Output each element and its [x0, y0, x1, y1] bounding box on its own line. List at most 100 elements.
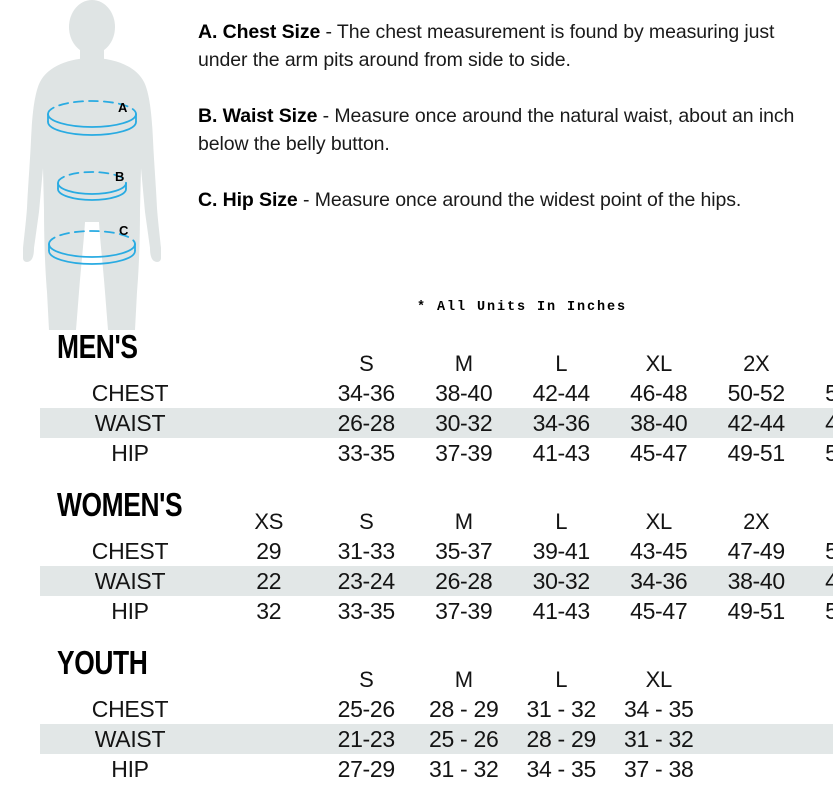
table-row: HIP 32 33-35 37-39 41-43 45-47 49-51 53-… [40, 596, 833, 626]
youth-section-title: YOUTH [57, 644, 148, 681]
units-note: * All Units In Inches [417, 300, 628, 315]
instruction-waist-separator: - [317, 105, 335, 127]
measurement-instructions: A. Chest Size - The chest measurement is… [198, 18, 823, 214]
mens-hip-2x: 49-51 [727, 440, 786, 466]
mens-chest-xs [220, 378, 318, 408]
mens-hip-s: 33-35 [337, 440, 396, 466]
instruction-hip: C. Hip Size - Measure once around the wi… [198, 186, 823, 214]
womens-chest-2x: 47-49 [727, 538, 786, 564]
youth-waist-blank [220, 724, 318, 754]
mens-row-label-waist: WAIST [94, 410, 166, 436]
womens-hip-s: 33-35 [337, 598, 396, 624]
youth-header-corner [40, 666, 220, 694]
womens-waist-s: 23-24 [337, 568, 396, 594]
body-measurement-figure: A B C [0, 0, 190, 330]
womens-header-m: M [454, 509, 473, 534]
womens-header-corner [40, 508, 220, 536]
youth-hip-s: 27-29 [337, 756, 396, 782]
table-row: WAIST 26-28 30-32 34-36 38-40 42-44 46-4… [40, 408, 833, 438]
womens-chest-3x: 51-53 [825, 538, 833, 564]
waist-measure-ellipse [57, 171, 127, 201]
youth-row-label-hip: HIP [111, 756, 149, 782]
womens-size-table: XS S M L XL 2X 3X CHEST 29 31-33 35-37 3… [40, 508, 833, 626]
youth-waist-l: 28 - 29 [526, 726, 596, 752]
mens-waist-xs [220, 408, 318, 438]
youth-header-l: L [555, 667, 568, 692]
mens-hip-3x: 53-55 [825, 440, 833, 466]
mens-chest-xl: 46-48 [630, 380, 688, 406]
youth-waist-s: 21-23 [337, 726, 396, 752]
youth-chest-blank [220, 694, 318, 724]
instruction-chest-separator: - [320, 21, 337, 43]
mens-chest-3x: 54-56 [825, 380, 833, 406]
youth-hip-l: 34 - 35 [526, 756, 596, 782]
womens-header-row: XS S M L XL 2X 3X [40, 508, 833, 536]
womens-waist-xs: 22 [256, 568, 282, 594]
instruction-chest-label: A. Chest Size [198, 21, 321, 43]
youth-waist-xl: 31 - 32 [623, 726, 694, 752]
youth-chest-empty-2 [805, 694, 833, 724]
youth-chest-xl: 34 - 35 [623, 696, 694, 722]
mens-hip-m: 37-39 [435, 440, 493, 466]
table-row: HIP 33-35 37-39 41-43 45-47 49-51 53-55 [40, 438, 833, 468]
youth-header-empty-2x [708, 666, 806, 694]
mens-waist-l: 34-36 [532, 410, 591, 436]
mens-header-xs [220, 350, 318, 378]
instruction-chest-text: The chest measurement is found by measur… [198, 21, 775, 71]
youth-hip-blank [220, 754, 318, 784]
womens-chest-m: 35-37 [435, 538, 493, 564]
table-row: WAIST 22 23-24 26-28 30-32 34-36 38-40 4… [40, 566, 833, 596]
figure-label-b: B [115, 169, 125, 184]
mens-hip-l: 41-43 [532, 440, 591, 466]
mens-size-table: S M L XL 2X 3X CHEST 34-36 38-40 42-44 4… [40, 350, 833, 468]
youth-waist-empty-1 [708, 724, 806, 754]
womens-header-s: S [359, 509, 374, 534]
youth-waist-empty-2 [805, 724, 833, 754]
mens-header-corner [40, 350, 220, 378]
youth-header-xl: XL [645, 667, 673, 692]
figure-label-a: A [118, 100, 128, 115]
womens-row-label-chest: CHEST [91, 538, 169, 564]
womens-waist-m: 26-28 [435, 568, 493, 594]
chest-measure-ellipse [47, 100, 137, 136]
womens-hip-m: 37-39 [435, 598, 493, 624]
womens-waist-l: 30-32 [532, 568, 591, 594]
mens-header-m: M [454, 351, 473, 376]
youth-hip-empty-2 [805, 754, 833, 784]
womens-hip-2x: 49-51 [727, 598, 786, 624]
womens-header-3x: 3X [805, 508, 833, 536]
mens-waist-m: 30-32 [435, 410, 493, 436]
instruction-waist-text: Measure once around the natural waist, a… [198, 105, 795, 155]
youth-waist-m: 25 - 26 [428, 726, 499, 752]
womens-row-label-waist: WAIST [94, 568, 166, 594]
instruction-hip-separator: - [297, 189, 315, 211]
womens-row-label-hip: HIP [111, 598, 149, 624]
youth-header-blank [220, 666, 318, 694]
womens-chest-l: 39-41 [532, 538, 591, 564]
youth-header-empty-3x [805, 666, 833, 694]
mens-header-2x: 2X [743, 351, 770, 376]
womens-chest-xl: 43-45 [630, 538, 688, 564]
body-silhouette-svg [23, 0, 161, 330]
mens-header-s: S [359, 351, 374, 376]
youth-chest-empty-1 [708, 694, 806, 724]
instruction-hip-label: C. Hip Size [198, 189, 298, 211]
womens-waist-3x: 42-44 [825, 568, 833, 594]
mens-header-row: S M L XL 2X 3X [40, 350, 833, 378]
table-row: CHEST 25-26 28 - 29 31 - 32 34 - 35 [40, 694, 833, 724]
youth-hip-empty-1 [708, 754, 806, 784]
youth-hip-m: 31 - 32 [428, 756, 499, 782]
mens-row-label-chest: CHEST [91, 380, 169, 406]
mens-section-title: MEN'S [57, 328, 138, 365]
womens-chest-s: 31-33 [337, 538, 396, 564]
youth-header-row: S M L XL [40, 666, 833, 694]
mens-waist-2x: 42-44 [727, 410, 786, 436]
womens-header-2x: 2X [743, 509, 770, 534]
mens-waist-3x: 46-48 [825, 410, 833, 436]
mens-row-label-hip: HIP [111, 440, 149, 466]
table-row: HIP 27-29 31 - 32 34 - 35 37 - 38 [40, 754, 833, 784]
mens-header-xl: XL [645, 351, 673, 376]
mens-hip-xl: 45-47 [630, 440, 688, 466]
youth-header-m: M [454, 667, 473, 692]
womens-hip-l: 41-43 [532, 598, 591, 624]
